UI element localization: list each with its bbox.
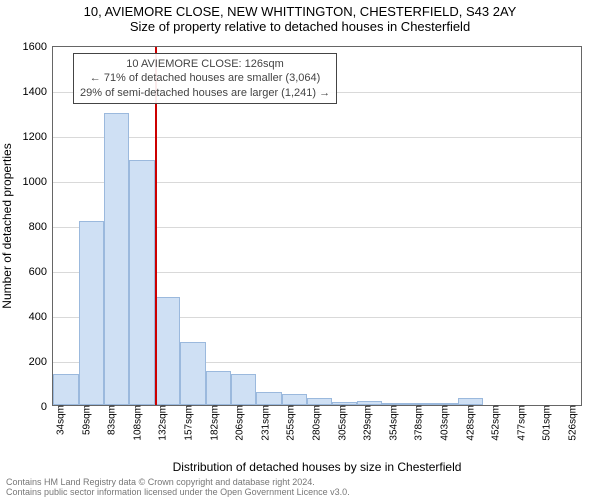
x-tick-label: 378sqm (409, 405, 424, 441)
x-tick-label: 452sqm (486, 405, 501, 441)
y-tick-label: 1000 (7, 176, 53, 188)
y-tick-label: 1600 (7, 41, 53, 53)
bar (458, 398, 483, 405)
x-tick-label: 354sqm (384, 405, 399, 441)
info-line-2: ← 71% of detached houses are smaller (3,… (80, 71, 330, 85)
x-tick-label: 182sqm (206, 405, 221, 441)
y-tick-label: 1200 (7, 131, 53, 143)
bar (282, 394, 307, 405)
x-tick-label: 206sqm (230, 405, 245, 441)
chart-title: 10, AVIEMORE CLOSE, NEW WHITTINGTON, CHE… (0, 0, 600, 19)
x-tick-label: 428sqm (461, 405, 476, 441)
x-axis-label: Distribution of detached houses by size … (52, 460, 582, 474)
x-tick-label: 83sqm (103, 405, 118, 435)
x-tick-label: 108sqm (129, 405, 144, 441)
x-tick-label: 403sqm (435, 405, 450, 441)
bar (155, 297, 180, 405)
y-tick-label: 200 (7, 356, 53, 368)
bar (104, 113, 129, 406)
info-line-3: 29% of semi-detached houses are larger (… (80, 86, 330, 100)
bar (256, 392, 282, 406)
info-box: 10 AVIEMORE CLOSE: 126sqm← 71% of detach… (73, 53, 337, 104)
bar (79, 221, 104, 406)
bar (53, 374, 79, 406)
footer-line-2: Contains public sector information licen… (6, 487, 350, 497)
x-tick-label: 59sqm (78, 405, 93, 435)
y-tick-label: 800 (7, 221, 53, 233)
x-tick-label: 477sqm (512, 405, 527, 441)
plot-area: 0200400600800100012001400160034sqm59sqm8… (52, 46, 582, 406)
x-tick-label: 526sqm (563, 405, 578, 441)
bar (307, 398, 332, 405)
x-tick-label: 157sqm (180, 405, 195, 441)
y-tick-label: 1400 (7, 86, 53, 98)
footer-line-1: Contains HM Land Registry data © Crown c… (6, 477, 315, 487)
bar (206, 371, 231, 405)
y-tick-label: 400 (7, 311, 53, 323)
x-tick-label: 329sqm (358, 405, 373, 441)
x-tick-label: 305sqm (333, 405, 348, 441)
y-tick-label: 600 (7, 266, 53, 278)
x-tick-label: 231sqm (256, 405, 271, 441)
x-tick-label: 132sqm (154, 405, 169, 441)
footer-attribution: Contains HM Land Registry data © Crown c… (6, 478, 594, 498)
bar (129, 160, 155, 405)
gridline (53, 137, 581, 138)
x-tick-label: 34sqm (52, 405, 67, 435)
x-tick-label: 280sqm (307, 405, 322, 441)
bar (231, 374, 256, 406)
info-line-1: 10 AVIEMORE CLOSE: 126sqm (80, 57, 330, 71)
x-tick-label: 255sqm (281, 405, 296, 441)
x-tick-label: 501sqm (537, 405, 552, 441)
bar (180, 342, 206, 405)
chart-subtitle: Size of property relative to detached ho… (0, 19, 600, 36)
y-tick-label: 0 (7, 401, 53, 413)
